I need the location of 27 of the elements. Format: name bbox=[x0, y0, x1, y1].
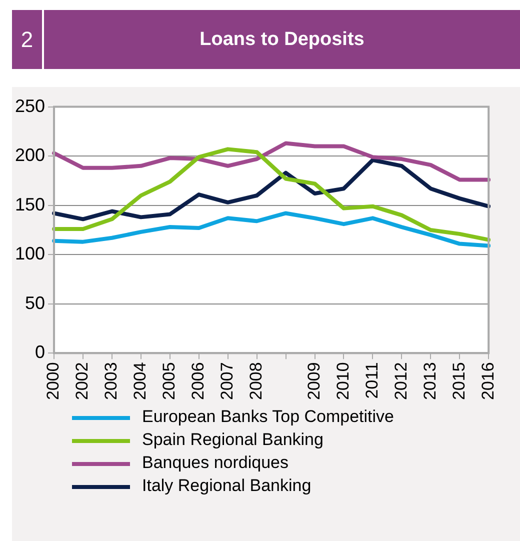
x-tick-label: 2013 bbox=[420, 362, 440, 400]
y-tick-label: 100 bbox=[14, 244, 46, 264]
y-tick-label: 0 bbox=[35, 342, 46, 362]
y-tick-label: 50 bbox=[25, 292, 46, 313]
x-tick-label: 2000 bbox=[44, 362, 63, 400]
x-tick-label: 2009 bbox=[304, 362, 324, 400]
x-tick-label: 2003 bbox=[102, 362, 121, 400]
x-tick-label: 2015 bbox=[449, 362, 468, 400]
y-tick-label: 150 bbox=[14, 194, 46, 214]
legend-label: Spain Regional Banking bbox=[142, 430, 324, 449]
legend-label: Banques nordiques bbox=[142, 453, 289, 472]
x-tick-label: 2008 bbox=[246, 362, 266, 400]
legend-label: European Banks Top Competitive bbox=[142, 407, 394, 426]
y-tick-label: 250 bbox=[14, 96, 46, 116]
x-tick-label: 2005 bbox=[160, 362, 179, 400]
text: 2 bbox=[12, 10, 44, 69]
y-tick-label: 200 bbox=[14, 145, 46, 166]
chart-title: Loans to Deposits bbox=[198, 28, 366, 52]
x-tick-label: 2004 bbox=[130, 362, 150, 400]
x-tick-label: 2010 bbox=[333, 362, 352, 400]
x-tick-label: 2016 bbox=[478, 362, 498, 400]
x-tick-label: 2006 bbox=[188, 362, 208, 400]
x-tick-label: 2002 bbox=[72, 362, 92, 400]
x-tick-label: 2007 bbox=[218, 362, 237, 400]
x-tick-label: 2012 bbox=[391, 362, 410, 400]
legend-label: Italy Regional Banking bbox=[142, 476, 312, 495]
x-tick-label: 2011 bbox=[362, 362, 382, 399]
